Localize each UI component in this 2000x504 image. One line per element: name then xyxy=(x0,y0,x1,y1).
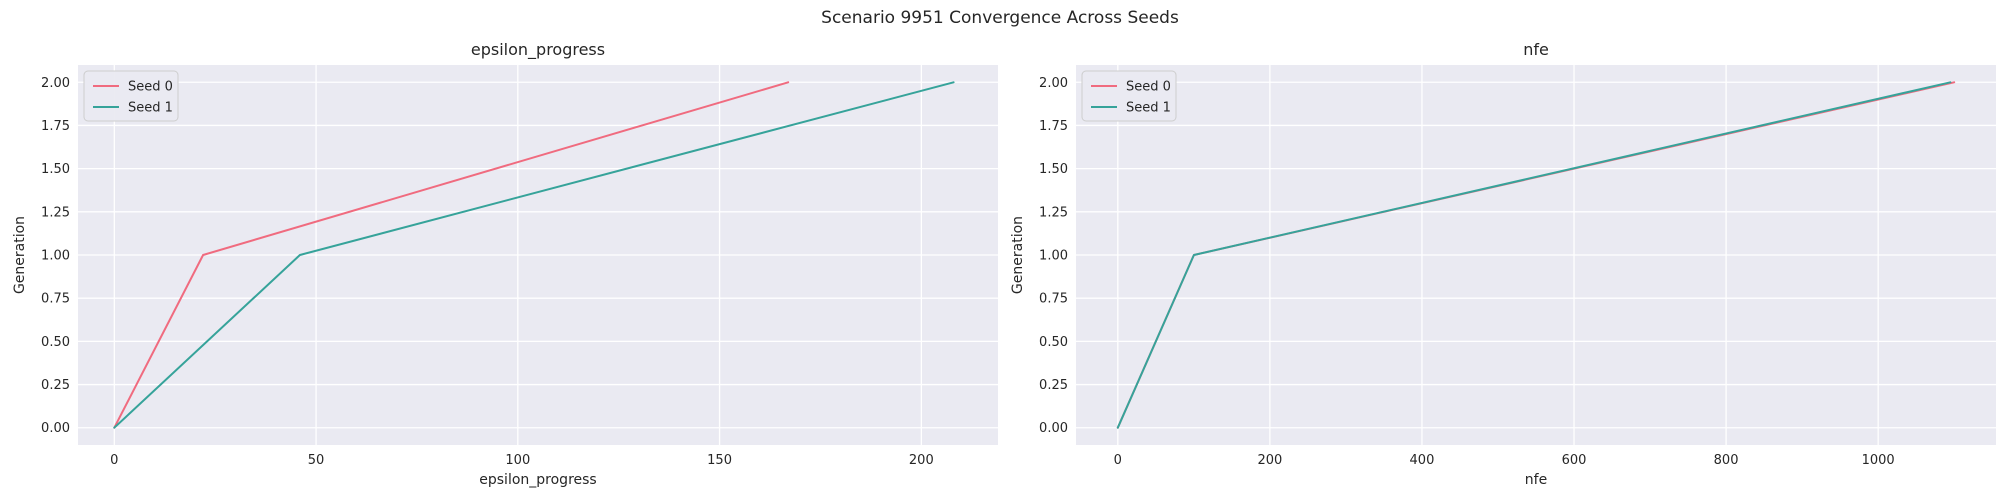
legend-label-seed-0: Seed 0 xyxy=(1126,80,1171,95)
subplot-nfe: 0.00 0.25 0.50 0.75 1.00 1.25 1.50 1.75 2.00 0 200… xyxy=(1010,40,1996,488)
series-line-seed-1 xyxy=(1116,81,1952,429)
y-tick-label: 0.50 xyxy=(1039,335,1068,350)
y-axis-label: Generation xyxy=(1010,216,1026,294)
y-tick-label: 0.50 xyxy=(41,335,70,350)
subplot-epsilon-progress: 0.00 0.25 0.50 0.75 1.00 1.25 1.50 1.75 2.00 0 50 1… xyxy=(12,40,998,488)
y-tick-label: 0.75 xyxy=(41,292,70,307)
legend-box xyxy=(83,70,179,122)
legend: Seed 0 Seed 1 xyxy=(1081,70,1177,122)
y-tick-label: 0.00 xyxy=(1039,421,1068,436)
y-tick-label: 1.50 xyxy=(41,162,70,177)
x-tick-label: 200 xyxy=(909,453,934,468)
x-tick-label: 200 xyxy=(1257,453,1282,468)
y-tick-label: 2.00 xyxy=(41,76,70,91)
x-axis-label: nfe xyxy=(1525,472,1547,488)
y-tick-label: 2.00 xyxy=(1039,76,1068,91)
subplot-title: epsilon_progress xyxy=(471,40,605,60)
x-tick-label: 150 xyxy=(707,453,732,468)
x-tick-label: 100 xyxy=(505,453,530,468)
figure-title: Scenario 9951 Convergence Across Seeds xyxy=(821,8,1179,28)
subplot-title: nfe xyxy=(1523,40,1549,59)
x-axis-label: epsilon_progress xyxy=(479,472,596,488)
legend-label-seed-1: Seed 1 xyxy=(128,101,173,116)
x-tick-label: 0 xyxy=(110,453,118,468)
y-tick-label: 1.25 xyxy=(41,205,70,220)
series-line-seed-1 xyxy=(113,81,955,429)
y-tick-label: 0.25 xyxy=(41,378,70,393)
y-tick-label: 0.25 xyxy=(1039,378,1068,393)
x-tick-label: 0 xyxy=(1114,453,1122,468)
y-tick-label: 1.50 xyxy=(1039,162,1068,177)
y-tick-label: 1.00 xyxy=(41,249,70,264)
y-tick-label: 0.00 xyxy=(41,421,70,436)
y-tick-label: 1.00 xyxy=(1039,249,1068,264)
series-line-seed-0 xyxy=(113,81,790,429)
y-tick-label: 1.75 xyxy=(41,119,70,134)
legend-label-seed-1: Seed 1 xyxy=(1126,101,1171,116)
y-tick-label: 0.75 xyxy=(1039,292,1068,307)
legend-box xyxy=(1081,70,1177,122)
x-tick-label: 600 xyxy=(1562,453,1587,468)
x-tick-label: 50 xyxy=(308,453,325,468)
x-tick-label: 400 xyxy=(1410,453,1435,468)
legend-label-seed-0: Seed 0 xyxy=(128,80,173,95)
x-tick-label: 1000 xyxy=(1862,453,1895,468)
y-axis-label: Generation xyxy=(12,216,28,294)
legend: Seed 0 Seed 1 xyxy=(83,70,179,122)
x-tick-label: 800 xyxy=(1714,453,1739,468)
y-tick-label: 1.75 xyxy=(1039,119,1068,134)
y-tick-label: 1.25 xyxy=(1039,205,1068,220)
